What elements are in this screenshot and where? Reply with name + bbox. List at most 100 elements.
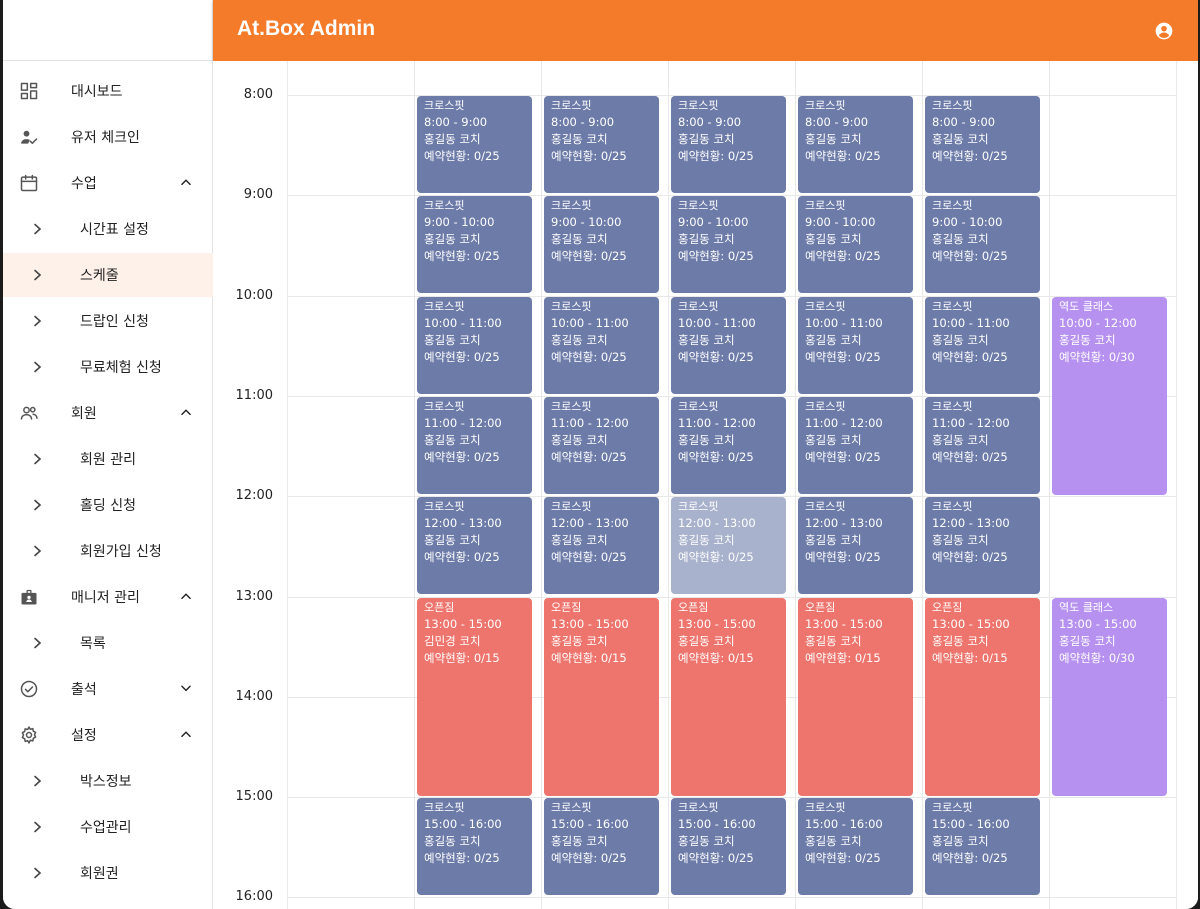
schedule-event[interactable]: 크로스핏 10:00 - 11:00 홍길동 코치 예약현황: 0/25 [671, 297, 786, 394]
event-time: 13:00 - 15:00 [551, 617, 629, 631]
schedule-event[interactable]: 크로스핏 11:00 - 12:00 홍길동 코치 예약현황: 0/25 [671, 397, 786, 494]
sidebar-item[interactable]: 설정 [3, 713, 213, 757]
schedule-event[interactable]: 크로스핏 11:00 - 12:00 홍길동 코치 예약현황: 0/25 [544, 397, 659, 494]
grid-column-line [795, 61, 796, 909]
sidebar-item[interactable]: 회원권 [3, 851, 213, 895]
schedule-event[interactable]: 역도 클래스 10:00 - 12:00 홍길동 코치 예약현황: 0/30 [1052, 297, 1167, 495]
sidebar-item[interactable]: 회원 [3, 391, 213, 435]
schedule-event[interactable]: 크로스핏 12:00 - 13:00 홍길동 코치 예약현황: 0/25 [925, 497, 1040, 594]
chevron-up-icon[interactable] [179, 727, 193, 741]
sidebar-item[interactable]: 수업관리 [3, 805, 213, 849]
event-coach: 홍길동 코치 [932, 834, 989, 848]
schedule-event[interactable]: 크로스핏 15:00 - 16:00 홍길동 코치 예약현황: 0/25 [925, 798, 1040, 895]
grid-hour-line [287, 897, 1177, 898]
event-status: 예약현황: 0/15 [424, 651, 500, 665]
event-time: 8:00 - 9:00 [805, 115, 869, 129]
sidebar-item[interactable]: 회원 관리 [3, 437, 213, 481]
time-label: 8:00 [243, 87, 273, 102]
event-status: 예약현황: 0/25 [678, 350, 754, 364]
chevron-up-icon[interactable] [179, 405, 193, 419]
schedule-event[interactable]: 오픈짐 13:00 - 15:00 홍길동 코치 예약현황: 0/15 [798, 598, 913, 796]
event-status: 예약현황: 0/25 [424, 249, 500, 263]
schedule-event[interactable]: 크로스핏 15:00 - 16:00 홍길동 코치 예약현황: 0/25 [671, 798, 786, 895]
schedule-event[interactable]: 크로스핏 12:00 - 13:00 홍길동 코치 예약현황: 0/25 [417, 497, 532, 594]
chevron-right-icon [34, 867, 42, 879]
event-time: 9:00 - 10:00 [551, 215, 622, 229]
sidebar-item-label: 회원가입 신청 [80, 544, 162, 560]
schedule-event[interactable]: 크로스핏 9:00 - 10:00 홍길동 코치 예약현황: 0/25 [671, 196, 786, 293]
schedule-event[interactable]: 크로스핏 10:00 - 11:00 홍길동 코치 예약현황: 0/25 [798, 297, 913, 394]
schedule-event[interactable]: 크로스핏 10:00 - 11:00 홍길동 코치 예약현황: 0/25 [925, 297, 1040, 394]
schedule-event[interactable]: 크로스핏 8:00 - 9:00 홍길동 코치 예약현황: 0/25 [671, 96, 786, 193]
sidebar-item[interactable]: 출석 [3, 667, 213, 711]
event-coach: 홍길동 코치 [424, 132, 481, 146]
event-coach: 홍길동 코치 [805, 132, 862, 146]
schedule-event[interactable]: 크로스핏 8:00 - 9:00 홍길동 코치 예약현황: 0/25 [925, 96, 1040, 193]
sidebar-item[interactable]: 박스정보 [3, 759, 213, 803]
schedule-event[interactable]: 크로스핏 12:00 - 13:00 홍길동 코치 예약현황: 0/25 [671, 497, 786, 594]
event-coach: 홍길동 코치 [424, 232, 481, 246]
event-title: 크로스핏 [424, 300, 465, 313]
schedule-event[interactable]: 크로스핏 8:00 - 9:00 홍길동 코치 예약현황: 0/25 [417, 96, 532, 193]
schedule-event[interactable]: 역도 클래스 13:00 - 15:00 홍길동 코치 예약현황: 0/30 [1052, 598, 1167, 796]
event-time: 10:00 - 11:00 [805, 316, 883, 330]
event-status: 예약현황: 0/25 [678, 249, 754, 263]
grid-column-line [541, 61, 542, 909]
schedule-event[interactable]: 크로스핏 9:00 - 10:00 홍길동 코치 예약현황: 0/25 [417, 196, 532, 293]
chevron-up-icon[interactable] [179, 589, 193, 603]
event-time: 15:00 - 16:00 [678, 817, 756, 831]
schedule-event[interactable]: 크로스핏 8:00 - 9:00 홍길동 코치 예약현황: 0/25 [544, 96, 659, 193]
chevron-right-icon [34, 269, 42, 281]
event-status: 예약현황: 0/25 [805, 550, 881, 564]
schedule-event[interactable]: 크로스핏 15:00 - 16:00 홍길동 코치 예약현황: 0/25 [544, 798, 659, 895]
sidebar-item[interactable]: 스케줄 [3, 253, 213, 297]
grid-hour-line [287, 195, 1177, 196]
sidebar-item[interactable]: 목록 [3, 621, 213, 665]
time-label: 14:00 [235, 689, 273, 704]
schedule-event[interactable]: 오픈짐 13:00 - 15:00 홍길동 코치 예약현황: 0/15 [671, 598, 786, 796]
event-status: 예약현황: 0/25 [678, 851, 754, 865]
account-circle-icon[interactable] [1154, 21, 1174, 41]
schedule-event[interactable]: 크로스핏 9:00 - 10:00 홍길동 코치 예약현황: 0/25 [925, 196, 1040, 293]
schedule-event[interactable]: 오픈짐 13:00 - 15:00 김민경 코치 예약현황: 0/15 [417, 598, 532, 796]
schedule-event[interactable]: 크로스핏 15:00 - 16:00 홍길동 코치 예약현황: 0/25 [417, 798, 532, 895]
schedule-event[interactable]: 크로스핏 10:00 - 11:00 홍길동 코치 예약현황: 0/25 [417, 297, 532, 394]
sidebar-item[interactable]: 유저 체크인 [3, 115, 213, 159]
schedule-event[interactable]: 크로스핏 11:00 - 12:00 홍길동 코치 예약현황: 0/25 [798, 397, 913, 494]
schedule-event[interactable]: 크로스핏 8:00 - 9:00 홍길동 코치 예약현황: 0/25 [798, 96, 913, 193]
event-time: 12:00 - 13:00 [424, 516, 502, 530]
schedule-event[interactable]: 크로스핏 15:00 - 16:00 홍길동 코치 예약현황: 0/25 [798, 798, 913, 895]
schedule-event[interactable]: 크로스핏 11:00 - 12:00 홍길동 코치 예약현황: 0/25 [417, 397, 532, 494]
schedule-event[interactable]: 크로스핏 9:00 - 10:00 홍길동 코치 예약현황: 0/25 [544, 196, 659, 293]
event-time: 10:00 - 11:00 [932, 316, 1010, 330]
sidebar-item[interactable]: 회원가입 신청 [3, 529, 213, 573]
schedule-event[interactable]: 크로스핏 9:00 - 10:00 홍길동 코치 예약현황: 0/25 [798, 196, 913, 293]
event-status: 예약현황: 0/25 [932, 350, 1008, 364]
schedule-event[interactable]: 크로스핏 10:00 - 11:00 홍길동 코치 예약현황: 0/25 [544, 297, 659, 394]
grid-hour-line [287, 396, 1177, 397]
chevron-up-icon[interactable] [179, 175, 193, 189]
event-coach: 홍길동 코치 [805, 834, 862, 848]
sidebar-item[interactable]: 대시보드 [3, 69, 213, 113]
schedule-event[interactable]: 오픈짐 13:00 - 15:00 홍길동 코치 예약현황: 0/15 [544, 598, 659, 796]
event-coach: 홍길동 코치 [551, 533, 608, 547]
schedule-event[interactable]: 크로스핏 12:00 - 13:00 홍길동 코치 예약현황: 0/25 [544, 497, 659, 594]
event-time: 13:00 - 15:00 [1059, 617, 1137, 631]
schedule-event[interactable]: 크로스핏 12:00 - 13:00 홍길동 코치 예약현황: 0/25 [798, 497, 913, 594]
sidebar-item[interactable]: 매니저 관리 [3, 575, 213, 619]
event-time: 15:00 - 16:00 [424, 817, 502, 831]
schedule-event[interactable]: 크로스핏 11:00 - 12:00 홍길동 코치 예약현황: 0/25 [925, 397, 1040, 494]
event-coach: 홍길동 코치 [424, 333, 481, 347]
sidebar-item-label: 회원 관리 [80, 452, 136, 468]
event-title: 크로스핏 [805, 801, 846, 814]
chevron-right-icon [34, 315, 42, 327]
event-time: 15:00 - 16:00 [551, 817, 629, 831]
sidebar-item[interactable]: 무료체험 신청 [3, 345, 213, 389]
event-time: 10:00 - 11:00 [424, 316, 502, 330]
schedule-event[interactable]: 오픈짐 13:00 - 15:00 홍길동 코치 예약현황: 0/15 [925, 598, 1040, 796]
chevron-down-icon[interactable] [179, 681, 193, 695]
sidebar-item[interactable]: 수업 [3, 161, 213, 205]
sidebar-item[interactable]: 홀딩 신청 [3, 483, 213, 527]
sidebar-item[interactable]: 시간표 설정 [3, 207, 213, 251]
sidebar-item[interactable]: 드랍인 신청 [3, 299, 213, 343]
